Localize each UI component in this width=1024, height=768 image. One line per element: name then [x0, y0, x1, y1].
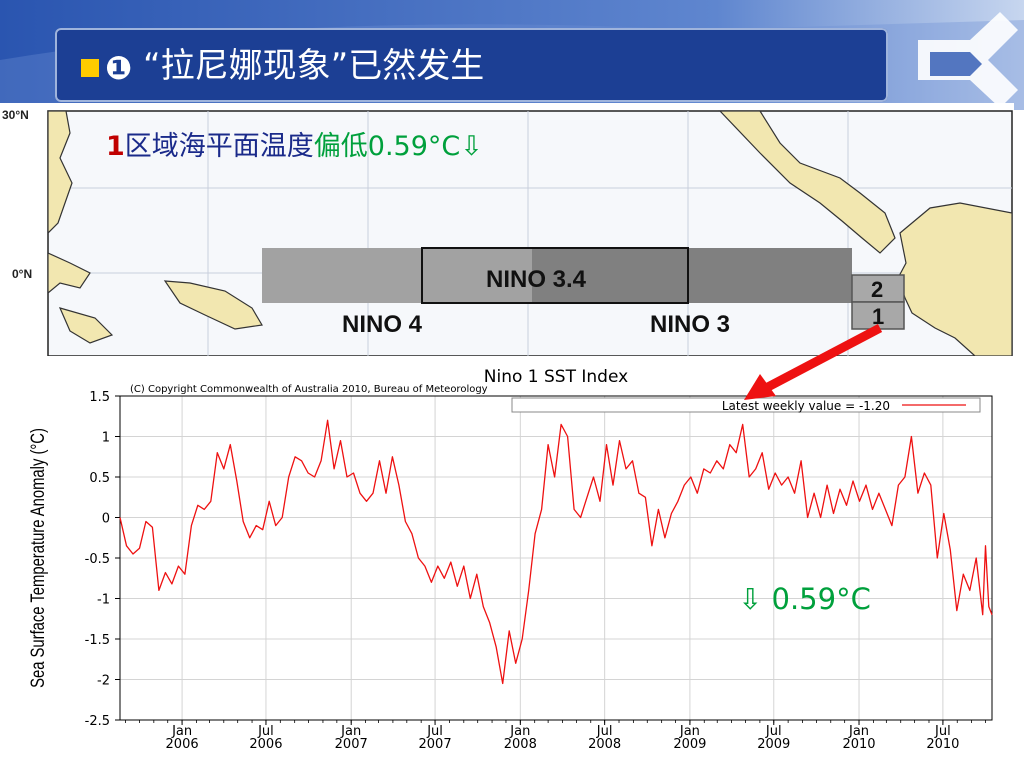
x-tick-label: Jan [509, 724, 530, 739]
y-tick-label: -1.5 [85, 633, 110, 648]
nino-regions-map: NINO 4 NINO 3.4 NINO 3 2 1 30°N 0°N [0, 103, 1014, 356]
slide-title: “拉尼娜现象”已然发生 [143, 46, 485, 86]
y-axis-label: Sea Surface Temperature Anomaly (°C) [27, 428, 48, 688]
x-tick-label: Jul [934, 724, 951, 739]
x-tick-label: 2006 [166, 737, 199, 752]
x-tick-label: 2007 [335, 737, 368, 752]
region-note-main: 区域海平面温度 [124, 131, 314, 162]
y-tick-label: -1 [97, 593, 110, 608]
region-nino3: NINO 3 [650, 311, 730, 338]
region-nino34: NINO 3.4 [486, 266, 587, 293]
x-tick-label: Jan [679, 724, 700, 739]
y-tick-label: -2 [97, 674, 110, 689]
x-tick-label: Jan [340, 724, 361, 739]
region-note-index: 1 [106, 131, 125, 162]
x-tick-label: 2006 [249, 737, 282, 752]
region-nino4: NINO 4 [342, 311, 423, 338]
region-temperature-note: 1区域海平面温度偏低0.59°C⇩ [106, 130, 483, 164]
y-tick-label: 0 [102, 512, 110, 527]
y-tick-label: 1 [102, 431, 110, 446]
x-tick-label: Jan [171, 724, 192, 739]
x-tick-label: Jul [765, 724, 782, 739]
y-tick-label: 0.5 [89, 471, 110, 486]
deviation-overlay-note: ⇩ 0.59°C [738, 582, 871, 616]
region-note-deviation: 偏低0.59°C⇩ [313, 131, 483, 162]
title-square-bullet [81, 59, 99, 77]
x-tick-label: 2008 [504, 737, 537, 752]
chart-copyright: (C) Copyright Commonwealth of Australia … [130, 384, 488, 395]
y-tick-label: -0.5 [85, 552, 110, 567]
series-line [119, 419, 993, 685]
x-tick-label: 2008 [588, 737, 621, 752]
map-land [47, 110, 1013, 356]
lat-label-0n: 0°N [12, 267, 32, 281]
x-tick-label: Jan [848, 724, 869, 739]
y-tick-label: 1.5 [89, 390, 110, 405]
nino-boxes [262, 247, 905, 330]
lat-label-30n: 30°N [2, 108, 29, 122]
nino1-sst-chart: 1.510.50-0.5-1-1.5-2-2.5 Jan2006Jul2006J… [0, 358, 1024, 768]
region-nino12-top: 2 [871, 277, 883, 302]
x-tick-label: 2010 [926, 737, 959, 752]
x-tick-label: 2007 [419, 737, 452, 752]
pointer-arrow-icon [744, 324, 883, 400]
region-nino12-bottom: 1 [872, 304, 884, 329]
series-group [119, 419, 993, 685]
x-tick-label: 2009 [757, 737, 790, 752]
chart-title: Nino 1 SST Index [484, 367, 628, 387]
header-arrow-icon [918, 12, 1018, 108]
y-tick-label: -2.5 [85, 714, 110, 729]
x-tick-label: 2010 [842, 737, 875, 752]
y-axis-ticks: 1.5 1 0.5 0 -0.5 -1 -1.5 -2 -2.5 [85, 390, 120, 729]
x-axis-ticks: Jan2006Jul2006Jan2007Jul2007Jan2008Jul20… [125, 720, 986, 752]
title-number-bullet: ❶ [105, 49, 133, 87]
legend-text: Latest weekly value = -1.20 [722, 399, 890, 413]
slide-title-bar: ❶ “拉尼娜现象”已然发生 [55, 28, 888, 102]
x-tick-label: Jul [257, 724, 274, 739]
x-tick-label: Jul [596, 724, 613, 739]
x-tick-label: Jul [426, 724, 443, 739]
x-tick-label: 2009 [673, 737, 706, 752]
